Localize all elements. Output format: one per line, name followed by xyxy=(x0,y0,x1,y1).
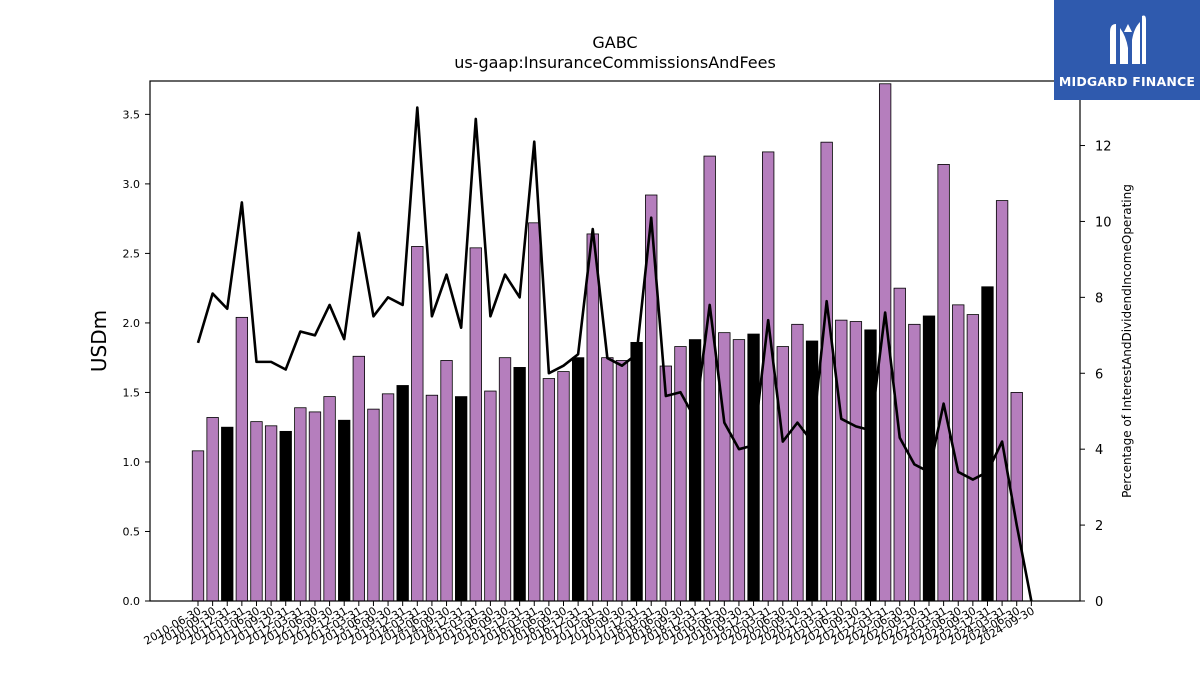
bar-2021-09-30 xyxy=(849,321,863,602)
y-tick-label: 3.5 xyxy=(123,108,141,121)
y2-tick-label: 10 xyxy=(1095,215,1112,230)
percentage-line xyxy=(196,106,1033,602)
bar-2015-06-30 xyxy=(484,390,497,602)
bar-2015-03-31 xyxy=(469,247,482,602)
bar-2021-12-31 xyxy=(864,329,877,602)
bar-2016-06-30 xyxy=(542,378,556,602)
y-tick-label: 1.5 xyxy=(123,386,141,399)
bar-2012-06-30 xyxy=(308,411,322,602)
bar-2015-09-30 xyxy=(498,357,512,602)
y2-tick-label: 2 xyxy=(1095,519,1103,534)
bar-2014-12-31 xyxy=(455,396,468,602)
line-layer xyxy=(196,106,1033,602)
y2-tick-label: 8 xyxy=(1095,291,1103,306)
bar-2021-06-30 xyxy=(835,319,848,602)
bar-2019-12-31 xyxy=(747,333,760,602)
bar-2012-12-31 xyxy=(338,419,351,602)
chart-subtitle: us-gaap:InsuranceCommissionsAndFees xyxy=(454,53,776,72)
chart-title: GABC xyxy=(592,33,637,52)
bar-2023-09-30 xyxy=(966,314,980,602)
bars-layer xyxy=(191,83,1023,602)
bar-2011-12-31 xyxy=(279,430,292,602)
y-tick-label: 0.5 xyxy=(123,525,141,538)
bar-2016-12-31 xyxy=(571,357,585,602)
y-tick-label: 2.0 xyxy=(123,317,141,330)
bar-2014-03-31 xyxy=(411,246,424,602)
bar-2011-06-30 xyxy=(250,421,263,602)
y2-tick-label: 12 xyxy=(1095,140,1112,155)
bar-2011-03-31 xyxy=(235,316,249,602)
bar-2020-06-30 xyxy=(776,346,789,602)
bar-2016-03-31 xyxy=(528,222,541,602)
y-axis-label: USDm xyxy=(87,310,111,372)
bar-2019-09-30 xyxy=(732,339,746,602)
bar-2017-06-30 xyxy=(601,357,614,602)
bar-2023-03-31 xyxy=(937,164,950,602)
bar-2012-09-30 xyxy=(323,396,336,602)
bar-2010-06-30 xyxy=(191,450,205,602)
bar-2013-12-31 xyxy=(396,385,409,602)
y2-tick-label: 4 xyxy=(1095,443,1103,458)
bar-2013-09-30 xyxy=(381,393,395,602)
bar-2018-09-30 xyxy=(674,346,687,602)
midgard-m-logo-icon xyxy=(1110,15,1146,64)
y2-tick-label: 6 xyxy=(1095,367,1103,382)
bar-2015-12-31 xyxy=(513,367,526,602)
bar-2019-06-30 xyxy=(718,332,731,602)
bar-2024-03-31 xyxy=(995,200,1009,602)
bar-2010-09-30 xyxy=(206,417,219,602)
logo-text: MIDGARD FINANCE xyxy=(1058,74,1196,89)
bar-2014-09-30 xyxy=(440,360,453,602)
y-tick-label: 3.0 xyxy=(123,178,141,191)
y-tick-label: 2.5 xyxy=(123,247,141,260)
y2-tick-label: 0 xyxy=(1095,595,1103,610)
bar-2010-12-31 xyxy=(221,426,234,602)
bar-2011-09-30 xyxy=(264,425,278,602)
bar-2023-12-31 xyxy=(981,286,994,602)
bar-2017-12-31 xyxy=(630,341,643,602)
bar-2020-03-31 xyxy=(762,151,775,602)
y-tick-label: 1.0 xyxy=(123,456,141,469)
bar-2020-09-30 xyxy=(791,323,804,602)
plot-frame xyxy=(149,80,1081,602)
bar-2020-12-31 xyxy=(805,340,819,602)
logo: MIDGARD FINANCE xyxy=(1054,0,1200,100)
bar-2021-03-31 xyxy=(820,141,833,602)
bar-2013-03-31 xyxy=(352,355,365,602)
bar-2017-09-30 xyxy=(615,360,629,602)
bar-2013-06-30 xyxy=(367,408,380,602)
y-tick-label: 0.0 xyxy=(123,595,141,608)
y2-axis-label: Percentage of InterestAndDividendIncomeO… xyxy=(1120,184,1134,498)
bar-2019-03-31 xyxy=(703,155,716,602)
bar-2014-06-30 xyxy=(425,394,439,602)
bar-2016-09-30 xyxy=(557,371,570,602)
bar-2012-03-31 xyxy=(294,407,307,602)
bar-2018-06-30 xyxy=(659,365,672,602)
bar-2017-03-31 xyxy=(586,233,599,602)
